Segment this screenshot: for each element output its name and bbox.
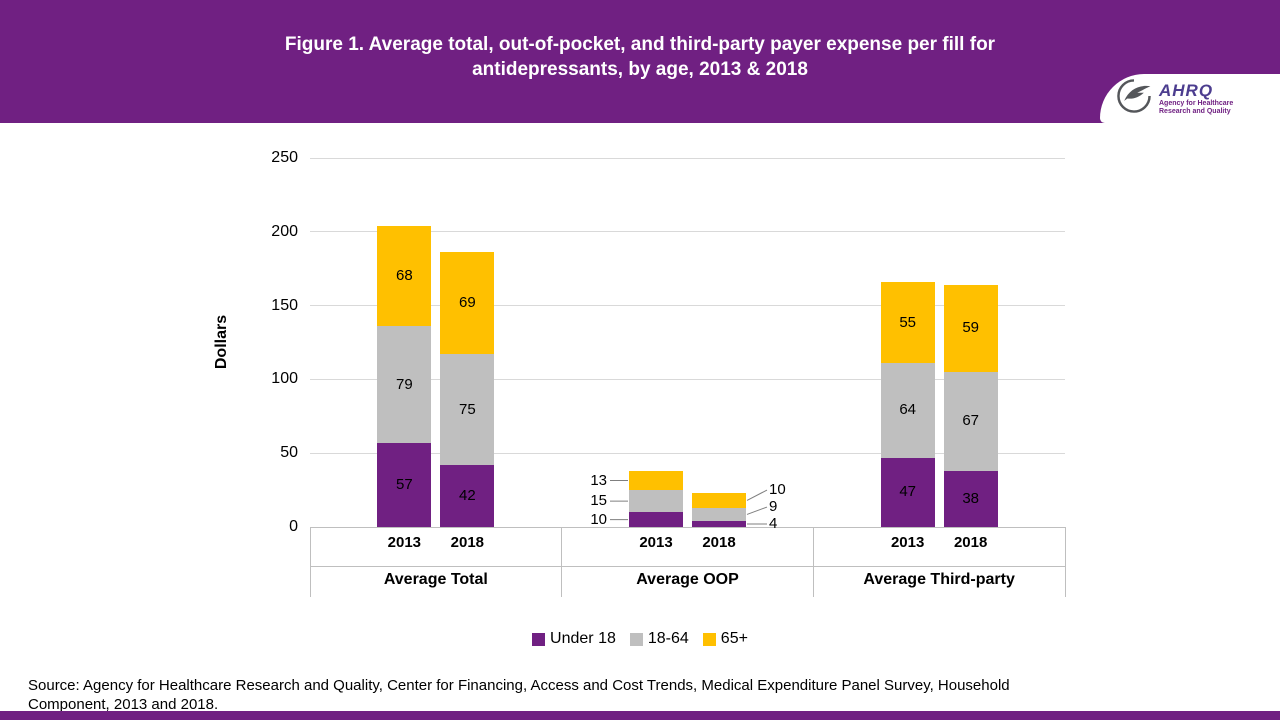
data-label: 75 [458, 400, 476, 418]
y-tick-label: 0 [289, 518, 298, 535]
gridline [310, 157, 1065, 159]
callout-label: 10 [769, 481, 786, 499]
bar-segment [440, 252, 495, 355]
bar-segment [629, 470, 683, 491]
group-separator [1064, 527, 1066, 597]
leader-line [746, 506, 768, 515]
category-label: 2013 [639, 534, 673, 551]
group-separator [561, 527, 563, 597]
y-axis-title: Dollars [213, 314, 230, 370]
x-axis-line [310, 527, 1065, 528]
group-separator [812, 527, 814, 597]
bar-segment [692, 507, 746, 522]
gridline [310, 452, 1065, 454]
category-label: 2013 [387, 534, 422, 551]
category-label: 2018 [450, 534, 485, 551]
callout-label: 13 [590, 471, 607, 489]
data-label: 38 [962, 489, 979, 507]
data-label: 57 [395, 475, 413, 493]
group-label: Average Total [383, 571, 488, 588]
hhs-eagle-icon [1116, 78, 1152, 119]
footer-strip [0, 711, 1280, 720]
data-label: 55 [899, 313, 916, 331]
gridline [310, 231, 1065, 233]
data-label: 59 [962, 319, 979, 337]
data-label: 68 [395, 267, 413, 285]
header-banner: Figure 1. Average total, out-of-pocket, … [0, 0, 1280, 123]
legend-swatch-65-plus [702, 632, 716, 646]
y-tick-label: 150 [271, 296, 298, 314]
data-label: 79 [395, 375, 413, 393]
bar-segment [692, 521, 746, 527]
ahrq-tagline-line1: Agency for Healthcare [1159, 99, 1234, 107]
figure-title-line1: Figure 1. Average total, out-of-pocket, … [284, 34, 996, 55]
data-label: 47 [899, 483, 916, 501]
legend-label-65-plus: 65+ [720, 630, 748, 647]
bar-segment [943, 284, 998, 372]
bar-segment [880, 281, 935, 364]
category-label: 2018 [953, 534, 988, 551]
leader-line [746, 489, 768, 501]
data-label: 67 [962, 412, 979, 430]
legend-item-under-18: Under 18 [532, 630, 616, 648]
bar-segment [629, 490, 683, 513]
ahrq-wordmark: AHRQ [1159, 80, 1214, 100]
legend-item-65-plus: 65+ [702, 630, 748, 648]
legend-label-18-64: 18-64 [647, 630, 689, 647]
bar-segment [440, 465, 495, 527]
bar-segment [440, 354, 495, 465]
figure-title-line2: antidepressants, by age, 2013 & 2018 [472, 59, 808, 80]
data-label: 42 [458, 487, 476, 504]
legend-swatch-under-18 [532, 632, 546, 646]
chart-legend: Under 18 18-64 65+ [0, 630, 1280, 648]
bar-segment [943, 470, 998, 527]
source-note: Source: Agency for Healthcare Research a… [28, 677, 1010, 713]
y-tick-label: 50 [280, 444, 298, 462]
legend-label-under-18: Under 18 [550, 630, 616, 647]
bar-segment [377, 326, 432, 443]
gridline [310, 378, 1065, 380]
callout-label: 9 [769, 498, 778, 516]
category-divider-line [310, 566, 1065, 567]
bar-segment [377, 225, 432, 327]
bar-segment [692, 493, 746, 508]
callout-label: 4 [769, 515, 778, 533]
y-tick-label: 100 [271, 370, 298, 388]
ahrq-logo: AHRQ Agency for Healthcare Research and … [1100, 74, 1280, 123]
category-label: 2013 [890, 534, 925, 551]
bar-segment [943, 372, 998, 471]
y-tick-label: 250 [271, 149, 298, 166]
category-label: 2018 [702, 534, 736, 551]
group-label: Average OOP [636, 571, 739, 588]
legend-swatch-18-64 [629, 632, 643, 646]
figure-title: Figure 1. Average total, out-of-pocket, … [0, 32, 1280, 82]
callout-label: 10 [590, 510, 607, 528]
data-label: 69 [458, 294, 476, 312]
group-label: Average Third-party [863, 571, 1015, 588]
gridline [310, 305, 1065, 307]
bar-segment [377, 442, 432, 527]
ahrq-logo-text: AHRQ Agency for Healthcare Research and … [1159, 80, 1234, 116]
y-tick-label: 200 [271, 222, 298, 240]
group-separator [309, 527, 311, 597]
legend-item-18-64: 18-64 [629, 630, 689, 648]
callout-label: 15 [590, 492, 607, 510]
bar-segment [629, 512, 683, 527]
data-label: 64 [899, 401, 916, 419]
bar-segment [880, 363, 935, 458]
bar-segment [880, 457, 935, 527]
ahrq-tagline-line2: Research and Quality [1159, 107, 1231, 115]
